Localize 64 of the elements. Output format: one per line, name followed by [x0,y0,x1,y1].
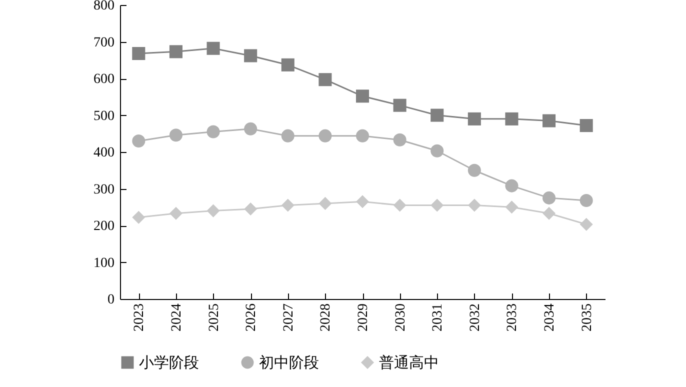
x-tick-label: 2024 [169,304,184,332]
point [356,90,370,103]
x-tick-label: 2025 [206,304,222,332]
y-tick-label: 400 [94,146,114,160]
point [318,73,332,86]
x-tick-label: 2033 [505,304,520,332]
point [542,206,556,220]
point [356,195,370,208]
point [430,108,444,122]
point [580,119,593,132]
point [542,114,556,128]
x-tick-label: 2028 [318,304,334,332]
point [542,191,556,204]
x-tick-label: 2026 [244,304,260,332]
y-tick-label: 800 [94,0,114,14]
point [393,133,406,146]
point [244,202,258,216]
point [356,129,370,142]
x-tick-label: 2027 [281,304,296,332]
point [281,58,294,72]
point [206,125,220,138]
x-tick-label: 2035 [580,304,595,332]
y-tick-label: 100 [94,256,114,271]
y-tick-label: 0 [108,292,114,308]
point [468,198,481,212]
point [468,112,481,126]
x-tick-label: 2023 [132,304,148,332]
x-tick-label: 2034 [542,304,558,332]
point [244,49,258,62]
x-tick-label: 2029 [356,304,371,332]
point [505,200,518,214]
point [580,194,593,208]
point [169,45,182,58]
legend-label: 初中阶段 [259,354,319,372]
y-tick-label: 600 [94,72,114,87]
point [281,129,294,142]
y-tick-label: 500 [94,108,114,124]
x-tick-label: 2031 [430,304,446,332]
point [430,198,444,212]
x-tick-label: 2030 [393,304,408,332]
point [169,128,182,142]
point [206,204,220,218]
point [206,42,220,55]
point [169,206,182,220]
point [580,218,593,231]
point [468,164,481,177]
legend-label: 普通高中 [379,354,439,372]
point [244,122,258,136]
legend-label: 小学阶段 [139,354,199,372]
point [393,198,406,212]
y-tick-label: 700 [94,35,114,50]
point [505,112,518,126]
point [318,196,332,210]
y-tick-label: 200 [94,219,114,234]
point [132,210,146,224]
x-tick-label: 2032 [468,304,483,332]
point [132,46,146,60]
point [393,98,406,112]
point [132,134,146,148]
point [430,144,444,158]
y-tick-label: 300 [94,182,114,198]
point [318,129,332,142]
point [505,179,518,192]
point [281,198,294,212]
